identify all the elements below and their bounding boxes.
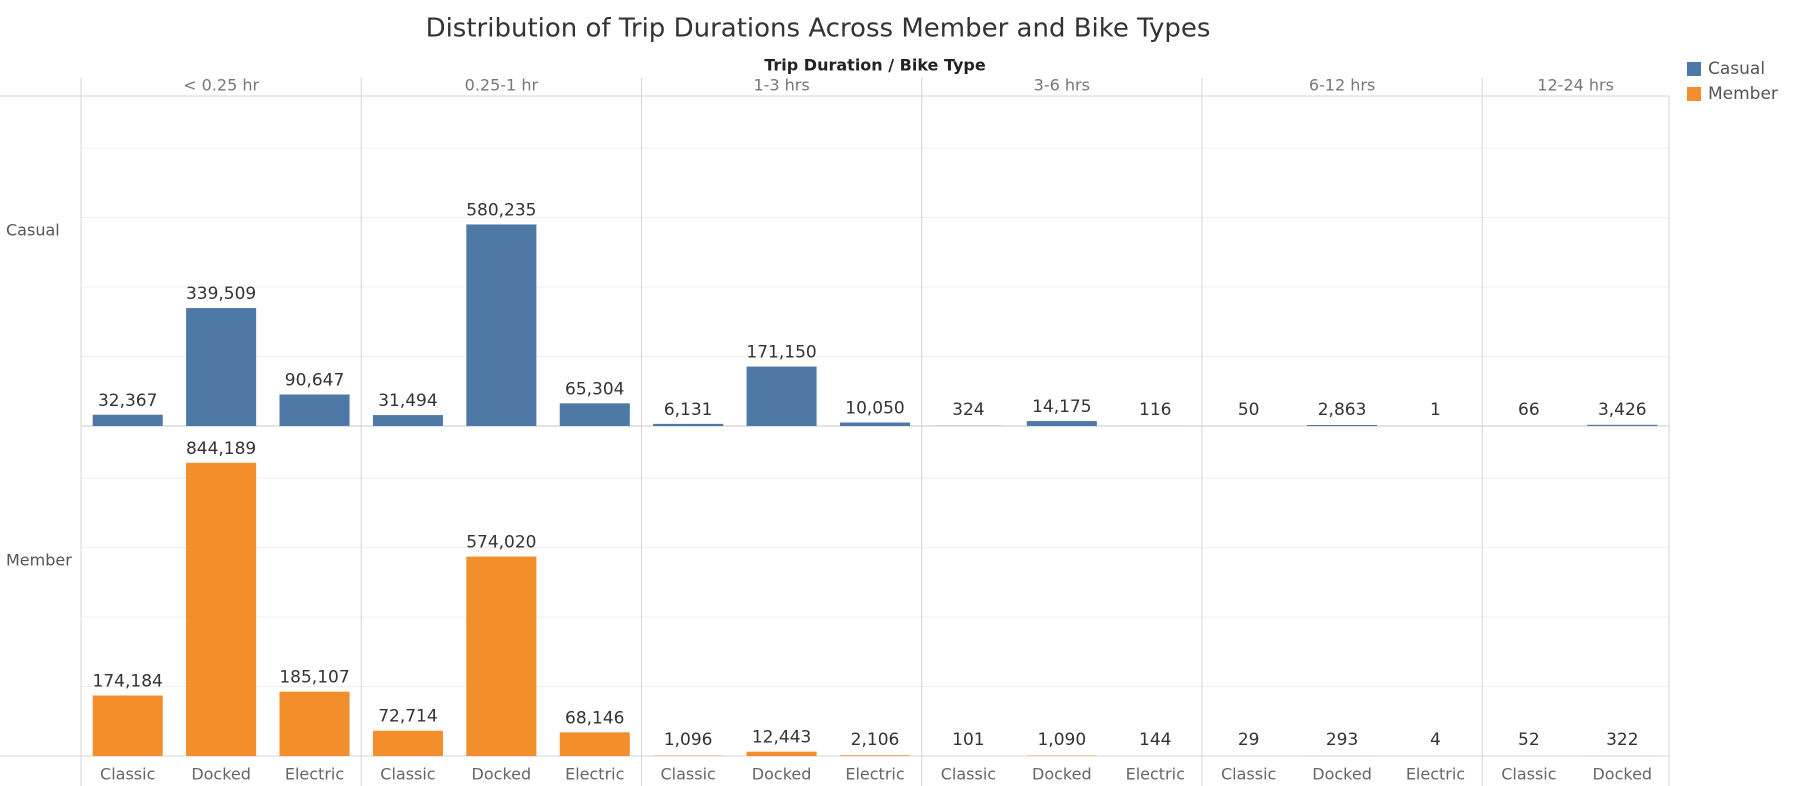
data-label: 29 bbox=[1238, 730, 1260, 750]
data-label: 185,107 bbox=[279, 668, 349, 688]
data-label: 293 bbox=[1326, 730, 1358, 750]
bar bbox=[653, 423, 724, 426]
data-label: 574,020 bbox=[466, 533, 536, 553]
x-tick-label: Docked bbox=[1312, 765, 1372, 784]
x-tick-label: Classic bbox=[100, 765, 155, 784]
x-tick-label: Electric bbox=[1406, 765, 1465, 784]
data-label: 1,090 bbox=[1037, 730, 1086, 750]
data-label: 90,647 bbox=[285, 371, 344, 391]
bar bbox=[92, 695, 163, 756]
data-label: 2,106 bbox=[851, 730, 900, 750]
data-label: 6,131 bbox=[664, 400, 713, 420]
data-label: 580,235 bbox=[466, 200, 536, 220]
bar bbox=[1307, 425, 1378, 426]
data-label: 66 bbox=[1518, 400, 1540, 420]
x-tick-label: Docked bbox=[191, 765, 251, 784]
data-label: 65,304 bbox=[565, 379, 624, 399]
column-header: Trip Duration / Bike Type bbox=[764, 56, 986, 75]
data-label: 1 bbox=[1430, 400, 1441, 420]
data-label: 144 bbox=[1139, 730, 1171, 750]
group-label: 6-12 hrs bbox=[1309, 76, 1375, 95]
x-tick-label: Classic bbox=[1501, 765, 1556, 784]
legend-label: Casual bbox=[1708, 59, 1765, 79]
data-label: 10,050 bbox=[845, 399, 904, 419]
data-label: 68,146 bbox=[565, 708, 624, 728]
data-label: 32,367 bbox=[98, 391, 157, 411]
x-tick-label: Classic bbox=[661, 765, 716, 784]
x-tick-label: Classic bbox=[1221, 765, 1276, 784]
x-tick-label: Docked bbox=[1592, 765, 1652, 784]
data-label: 174,184 bbox=[93, 671, 163, 691]
group-label: < 0.25 hr bbox=[183, 76, 259, 95]
x-tick-label: Electric bbox=[1126, 765, 1185, 784]
bar bbox=[839, 755, 911, 756]
data-label: 3,426 bbox=[1598, 400, 1647, 420]
x-tick-label: Electric bbox=[565, 765, 624, 784]
data-label: 2,863 bbox=[1318, 400, 1367, 420]
data-label: 12,443 bbox=[752, 728, 811, 748]
bar bbox=[746, 366, 817, 426]
data-label: 101 bbox=[952, 730, 984, 750]
data-label: 844,189 bbox=[186, 439, 256, 459]
bar bbox=[92, 414, 163, 426]
data-label: 116 bbox=[1139, 400, 1171, 420]
data-label: 322 bbox=[1606, 730, 1638, 750]
chart-title: Distribution of Trip Durations Across Me… bbox=[426, 14, 1211, 44]
group-label: 3-6 hrs bbox=[1034, 76, 1090, 95]
legend-label: Member bbox=[1708, 84, 1778, 104]
data-label: 171,150 bbox=[746, 343, 816, 363]
bar bbox=[1026, 421, 1097, 426]
x-tick-label: Electric bbox=[285, 765, 344, 784]
x-tick-label: Docked bbox=[1032, 765, 1092, 784]
bar bbox=[559, 403, 630, 426]
data-label: 14,175 bbox=[1032, 397, 1091, 417]
data-label: 1,096 bbox=[664, 730, 713, 750]
bar bbox=[186, 462, 257, 756]
bar bbox=[839, 422, 911, 426]
legend-swatch bbox=[1687, 62, 1701, 76]
data-label: 324 bbox=[952, 400, 984, 420]
bar bbox=[186, 308, 257, 426]
bar bbox=[559, 732, 630, 756]
bar bbox=[279, 394, 350, 426]
bar bbox=[466, 224, 537, 426]
x-tick-label: Electric bbox=[845, 765, 904, 784]
bar bbox=[466, 556, 537, 756]
bar bbox=[1587, 424, 1658, 426]
data-label: 50 bbox=[1238, 400, 1260, 420]
row-label: Member bbox=[6, 551, 72, 570]
group-label: 12-24 hrs bbox=[1537, 76, 1614, 95]
group-label: 1-3 hrs bbox=[753, 76, 809, 95]
data-label: 72,714 bbox=[378, 707, 437, 727]
data-label: 339,509 bbox=[186, 284, 256, 304]
bar bbox=[279, 691, 350, 756]
x-tick-label: Classic bbox=[380, 765, 435, 784]
group-label: 0.25-1 hr bbox=[465, 76, 539, 95]
row-label: Casual bbox=[6, 221, 60, 240]
bar bbox=[372, 730, 443, 756]
legend-swatch bbox=[1687, 87, 1701, 101]
data-label: 31,494 bbox=[378, 391, 437, 411]
bar bbox=[746, 751, 817, 756]
x-tick-label: Classic bbox=[941, 765, 996, 784]
data-label: 4 bbox=[1430, 730, 1441, 750]
x-tick-label: Docked bbox=[752, 765, 812, 784]
data-label: 52 bbox=[1518, 730, 1540, 750]
x-tick-label: Docked bbox=[472, 765, 532, 784]
bar bbox=[372, 415, 443, 426]
